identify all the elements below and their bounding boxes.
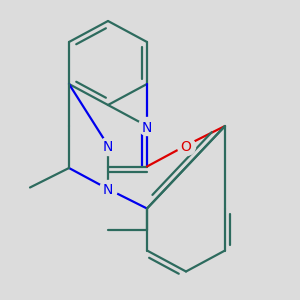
Text: N: N [103, 140, 113, 154]
Text: N: N [103, 184, 113, 197]
Text: N: N [142, 121, 152, 134]
Text: O: O [181, 140, 191, 154]
